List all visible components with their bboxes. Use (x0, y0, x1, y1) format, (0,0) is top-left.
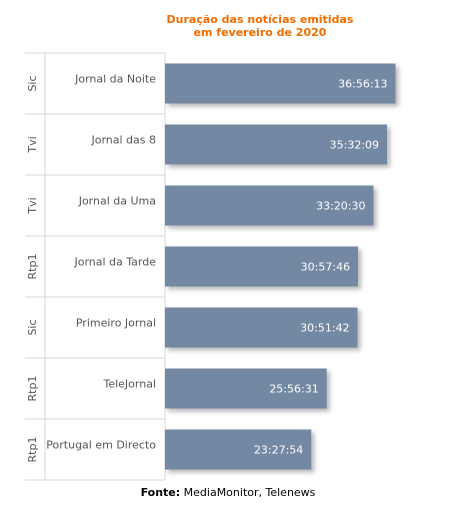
category-label: Jornal da Tarde (73, 256, 156, 269)
bar (165, 429, 312, 470)
group-label: Rtp1 (26, 437, 39, 463)
category-label: Jornal das 8 (90, 134, 156, 147)
data-label: 35:32:09 (330, 139, 379, 152)
chart-title: Duração das notícias emitidas em feverei… (160, 13, 360, 39)
category-label: TeleJornal (102, 378, 156, 391)
bar (165, 185, 374, 226)
chart-title-line-1: Duração das notícias emitidas (166, 13, 354, 26)
bar (165, 124, 388, 165)
source-note: Fonte: MediaMonitor, Telenews (0, 486, 456, 499)
group-label: Tvi (26, 197, 39, 214)
category-label: Primeiro Jornal (76, 317, 156, 330)
group-label: Rtp1 (26, 376, 39, 402)
axis-labels: 36:56:13 Jornal da Noite Sic 35:32:09 Jornal… (26, 73, 388, 463)
data-label: 30:51:42 (300, 322, 349, 335)
group-label: Sic (26, 75, 39, 91)
data-label: 33:20:30 (316, 200, 365, 213)
bar (165, 307, 358, 348)
group-label: Tvi (26, 136, 39, 153)
data-label: 25:56:31 (269, 383, 318, 396)
bar-series (165, 63, 396, 470)
source-text: MediaMonitor, Telenews (183, 486, 316, 499)
category-label: Portugal em Directo (46, 439, 156, 452)
source-label: Fonte: (140, 486, 181, 499)
bar (165, 246, 359, 287)
category-label: Jornal da Uma (78, 195, 156, 208)
group-label: Rtp1 (26, 254, 39, 280)
bar (165, 368, 327, 409)
data-label: 23:27:54 (254, 444, 303, 457)
chart-title-line-2: em fevereiro de 2020 (193, 26, 327, 39)
group-label: Sic (26, 319, 39, 335)
data-label: 36:56:13 (338, 78, 387, 91)
bar (165, 63, 396, 104)
data-label: 30:57:46 (301, 261, 350, 274)
category-label: Jornal da Noite (74, 73, 156, 86)
